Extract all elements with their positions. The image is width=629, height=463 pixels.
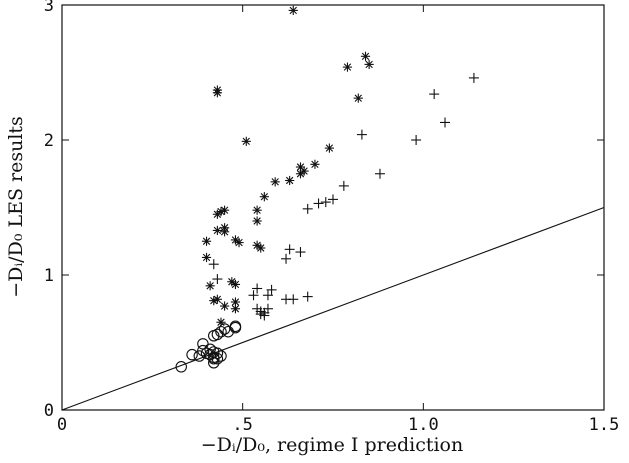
- asterisk-point: [324, 143, 334, 153]
- plus-point: [374, 168, 385, 179]
- circle-point: [204, 348, 216, 361]
- plus-point: [266, 284, 277, 295]
- plus-point: [313, 198, 324, 209]
- asterisk-point: [342, 62, 353, 72]
- axis-ticks: 0 .5 1.0 1.5 0 1 2 3: [44, 0, 620, 435]
- circle-point: [222, 325, 234, 338]
- reference-line-group: [61, 206, 605, 411]
- plus-point: [429, 89, 440, 100]
- asterisk-point: [353, 93, 363, 103]
- y-tick-label: 0: [44, 401, 54, 421]
- asterisk-point: [256, 243, 266, 253]
- x-tick-label: 1.0: [408, 415, 439, 435]
- asterisk-point: [234, 238, 244, 248]
- y-axis-label: −Dᵢ/D₀ LES results: [5, 116, 27, 298]
- plus-point: [302, 291, 313, 302]
- asterisk-point: [220, 227, 230, 237]
- circle-point: [211, 347, 224, 360]
- x-tick-label: .5: [232, 415, 252, 435]
- plus-point: [252, 283, 263, 294]
- circle-point: [211, 352, 224, 365]
- circle-point: [186, 348, 198, 361]
- asterisk-point: [220, 205, 230, 215]
- asterisk-point: [310, 159, 320, 169]
- asterisk-point: [364, 59, 374, 69]
- y-tick-label: 1: [44, 266, 54, 286]
- plus-point: [302, 203, 313, 214]
- circle-point: [197, 338, 209, 350]
- plus-point: [212, 274, 223, 285]
- asterisk-point: [288, 5, 298, 15]
- asterisk-point: [270, 177, 280, 187]
- asterisk-point: [209, 296, 219, 306]
- plot-frame: [61, 4, 605, 411]
- asterisk-point: [230, 279, 241, 290]
- asterisk-point: [259, 192, 269, 202]
- asterisk-point: [252, 216, 262, 226]
- plus-point: [262, 303, 273, 314]
- plus-point: [281, 253, 292, 264]
- asterisk-point: [220, 301, 230, 311]
- asterisk-point: [252, 205, 262, 215]
- y-tick-label: 3: [44, 0, 54, 16]
- data-points: [175, 5, 479, 373]
- asterisk-point: [212, 294, 222, 304]
- circle-point: [215, 350, 227, 362]
- asterisk-point: [201, 252, 212, 263]
- plus-point: [248, 290, 259, 301]
- x-tick-label: 1.5: [589, 415, 620, 435]
- plus-point: [338, 180, 349, 191]
- circle-point: [211, 328, 224, 341]
- asterisk-point: [230, 304, 241, 314]
- x-tick-label: 0: [57, 415, 67, 435]
- circle-point: [197, 344, 209, 357]
- plus-point: [320, 197, 331, 208]
- asterisk-point: [212, 88, 222, 98]
- asterisk-point: [205, 281, 215, 291]
- plus-point: [288, 294, 299, 305]
- asterisk-point: [299, 166, 309, 176]
- reference-line: [61, 206, 605, 411]
- plus-point: [356, 129, 367, 140]
- plus-point: [208, 259, 219, 270]
- plus-point: [328, 194, 338, 205]
- plus-point: [411, 135, 422, 145]
- circle-point: [218, 323, 231, 335]
- plus-point: [262, 290, 273, 301]
- asterisk-point: [201, 236, 212, 246]
- circle-point: [229, 321, 242, 334]
- x-axis-label: −Dᵢ/D₀, regime I prediction: [201, 434, 463, 456]
- y-tick-label: 2: [44, 131, 54, 151]
- asterisk-point: [360, 51, 371, 61]
- plus-point: [468, 72, 479, 83]
- asterisk-point: [212, 225, 222, 236]
- asterisk-point: [216, 317, 226, 327]
- circle-point: [175, 361, 187, 373]
- asterisk-point: [241, 136, 251, 146]
- plus-point: [440, 117, 451, 128]
- plus-point: [295, 247, 306, 258]
- plus-point: [284, 244, 295, 255]
- asterisk-point: [285, 175, 295, 186]
